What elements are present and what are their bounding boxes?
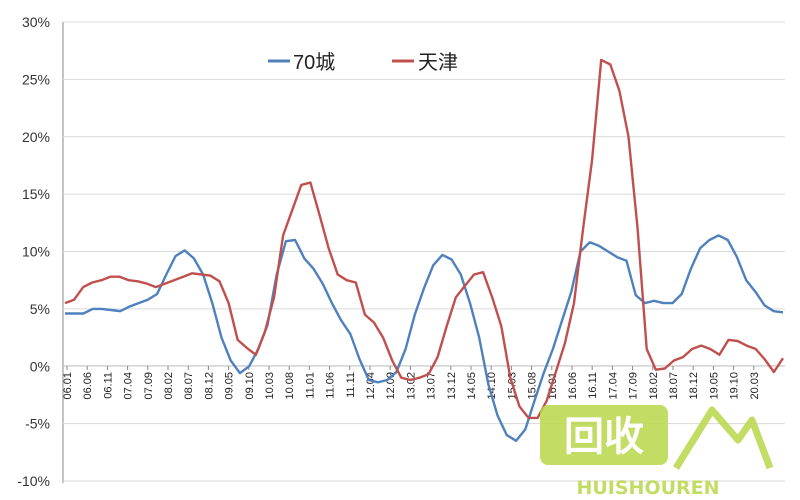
plot-frame bbox=[62, 22, 785, 483]
x-tick-label: 06.06 bbox=[82, 372, 94, 400]
y-tick-label: 5% bbox=[30, 301, 50, 317]
x-tick-label: 19.05 bbox=[708, 372, 720, 400]
y-tick-label: 25% bbox=[22, 71, 50, 87]
x-tick-label: 06.01 bbox=[62, 372, 74, 400]
x-tick-label: 13.07 bbox=[426, 372, 438, 400]
x-tick-label: 11.06 bbox=[325, 372, 337, 399]
x-tick-label: 18.02 bbox=[648, 372, 660, 400]
y-tick-label: -5% bbox=[25, 416, 50, 432]
y-tick-label: 10% bbox=[22, 244, 50, 260]
x-tick-label: 20.03 bbox=[749, 372, 761, 400]
x-tick-label: 18.07 bbox=[668, 372, 680, 400]
series-line-70cheng bbox=[65, 234, 784, 442]
x-tick-label: 09.05 bbox=[224, 372, 236, 400]
y-tick-label: 0% bbox=[30, 358, 50, 374]
x-tick-label: 17.04 bbox=[607, 372, 619, 400]
y-tick-label: 15% bbox=[22, 186, 50, 202]
x-tick-label: 10.03 bbox=[264, 372, 276, 400]
series-line-tianjin bbox=[64, 58, 785, 420]
x-tick-label: 07.09 bbox=[143, 372, 155, 400]
x-tick-label: 16.06 bbox=[567, 372, 579, 400]
x-tick-label: 08.12 bbox=[203, 372, 215, 400]
y-tick-label: 20% bbox=[22, 129, 50, 145]
x-tick-label: 13.12 bbox=[446, 372, 458, 400]
x-tick-label: 11.11 bbox=[345, 372, 357, 398]
x-tick-label: 19.10 bbox=[729, 372, 741, 400]
x-tick-label: 14.05 bbox=[466, 372, 478, 400]
x-tick-label: 10.08 bbox=[284, 372, 296, 400]
y-gridlines bbox=[63, 21, 785, 482]
x-tick-label: 09.10 bbox=[244, 372, 256, 400]
x-tick-label: 13.02 bbox=[405, 372, 417, 400]
x-tick-label: 06.11 bbox=[102, 372, 114, 399]
x-tick-label: 08.07 bbox=[183, 372, 195, 400]
legend: 70城 天津 bbox=[268, 51, 458, 74]
watermark-figure-icon bbox=[673, 406, 774, 470]
watermark-brand-text: HUISHOUREN bbox=[576, 477, 719, 499]
watermark-logo: 回收 HUISHOUREN bbox=[540, 405, 774, 499]
legend-label-tianjin: 天津 bbox=[418, 51, 458, 74]
watermark-box bbox=[540, 405, 668, 465]
watermark-logo-text: 回收 bbox=[564, 414, 644, 460]
x-tick-label: 17.09 bbox=[628, 372, 640, 400]
x-tick-label: 16.11 bbox=[587, 372, 599, 399]
x-tick-label: 11.01 bbox=[304, 372, 316, 399]
x-tick-label: 18.12 bbox=[688, 372, 700, 400]
x-tick-label: 15.08 bbox=[527, 372, 539, 400]
series-lines bbox=[64, 58, 785, 442]
x-axis-tick-labels: 06.01 06.06 06.11 07.04 07.09 08.02 08.07 08.12… bbox=[62, 366, 761, 400]
y-tick-label: 30% bbox=[22, 14, 50, 30]
x-tick-label: 08.02 bbox=[163, 372, 175, 400]
legend-label-70cheng: 70城 bbox=[293, 51, 335, 74]
x-tick-label: 14.10 bbox=[486, 372, 498, 400]
y-axis-tick-labels: 30% 25% 20% 15% 10% 5% 0% -5% -10% bbox=[17, 14, 50, 489]
x-tick-label: 07.04 bbox=[123, 372, 135, 400]
y-tick-label: -10% bbox=[17, 473, 50, 489]
